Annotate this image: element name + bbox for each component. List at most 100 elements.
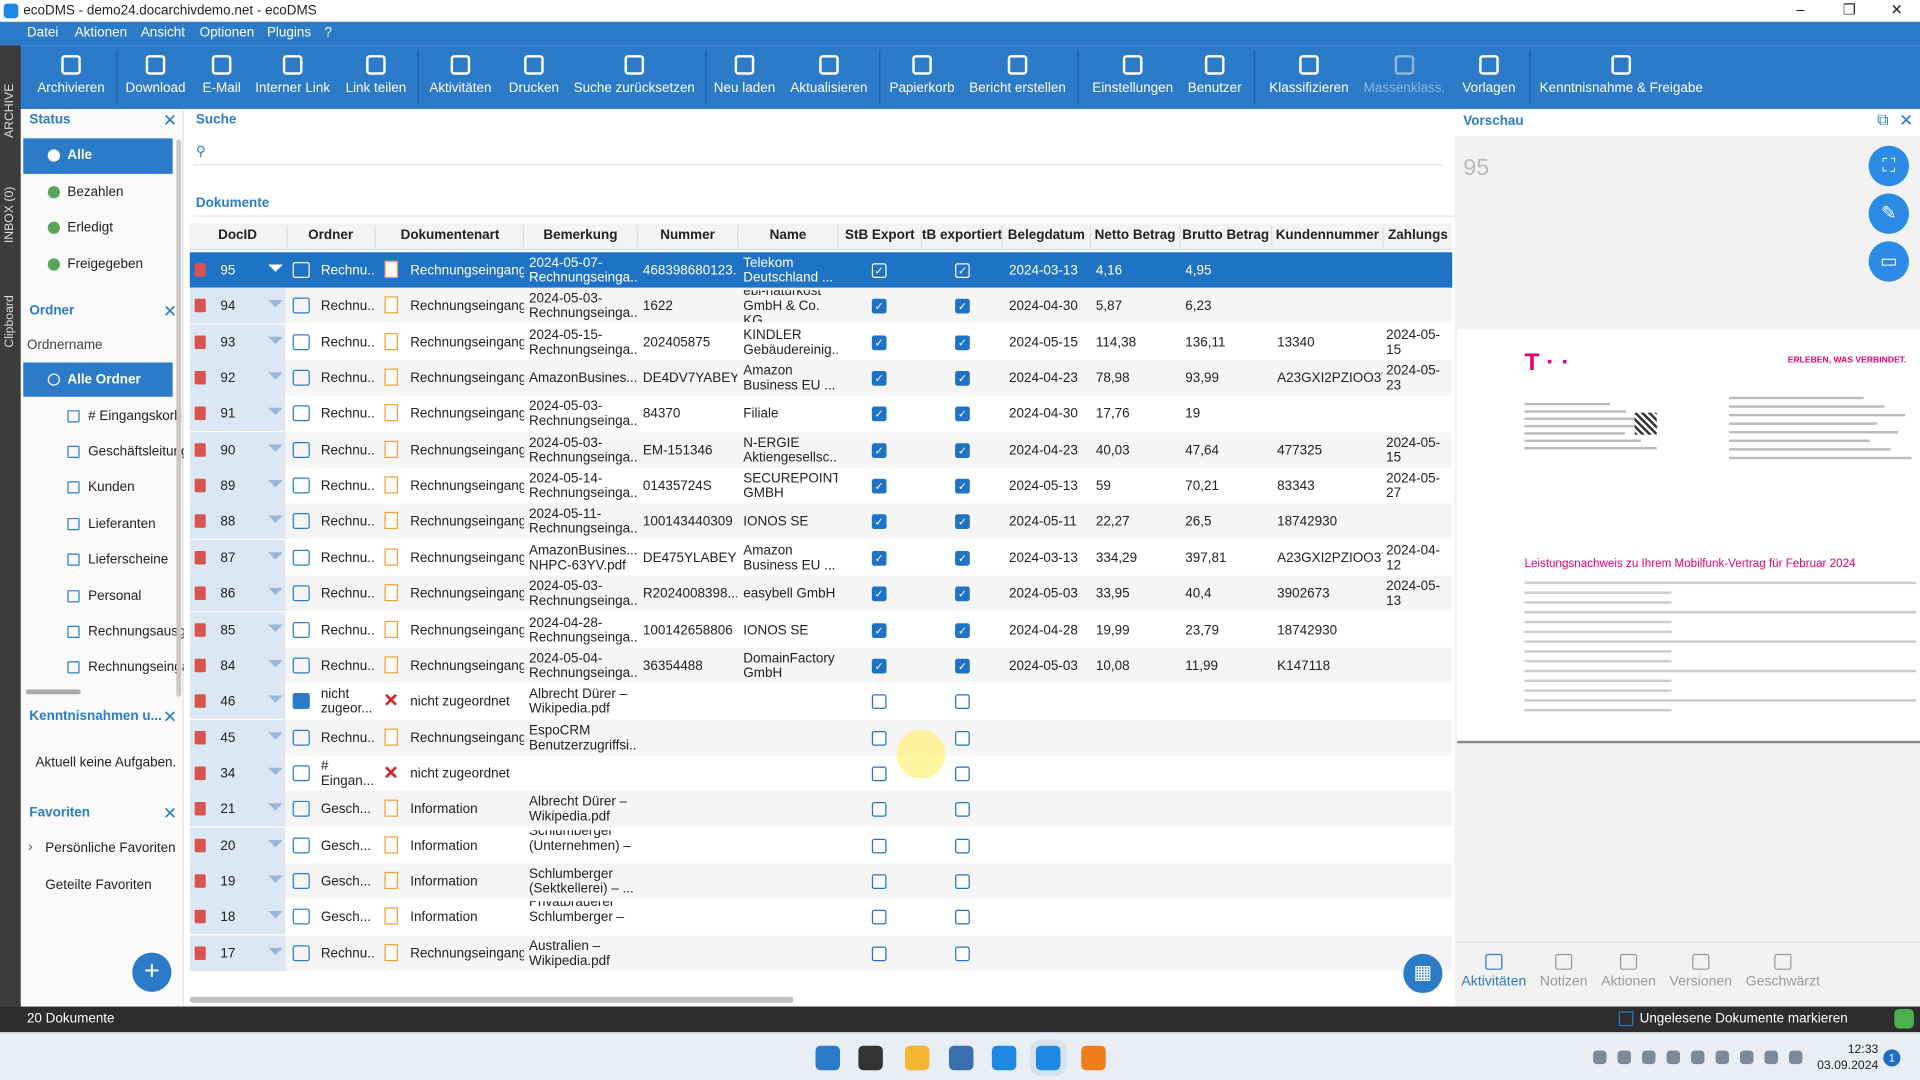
checkbox[interactable]: ✓ xyxy=(871,550,887,566)
toolbar-button[interactable]: Kenntnisnahme & Freigabe xyxy=(1539,80,1703,96)
checkbox[interactable]: ✓ xyxy=(871,442,887,458)
row-expander[interactable] xyxy=(268,839,283,847)
checkbox[interactable] xyxy=(955,802,970,818)
toolbar-icon[interactable] xyxy=(450,55,471,75)
toolbar-button[interactable]: Einstellungen xyxy=(1092,80,1174,96)
table-row[interactable] xyxy=(189,467,1453,504)
toolbar-icon[interactable] xyxy=(1122,55,1143,75)
folder-item[interactable]: Lieferanten xyxy=(88,516,156,532)
toolbar-icon[interactable] xyxy=(1204,55,1225,75)
toolbar-button[interactable]: Benutzer xyxy=(1187,80,1242,96)
favorite-item[interactable]: Geteilte Favoriten xyxy=(45,877,152,893)
toolbar-icon[interactable] xyxy=(366,55,386,75)
row-expander[interactable] xyxy=(268,623,283,632)
toolbar-icon[interactable] xyxy=(61,55,81,75)
toolbar-icon[interactable] xyxy=(1007,55,1028,75)
row-expander[interactable] xyxy=(268,875,283,883)
checkbox[interactable] xyxy=(871,766,887,782)
checkbox[interactable]: ✓ xyxy=(871,514,887,530)
layout-button[interactable]: ▦ xyxy=(1403,953,1443,994)
row-expander[interactable] xyxy=(268,264,283,272)
table-row[interactable] xyxy=(189,719,1453,755)
table-row[interactable] xyxy=(189,899,1453,935)
close[interactable]: ✕ xyxy=(1890,1,1903,19)
folder-item[interactable]: Rechnungseingang xyxy=(88,660,205,675)
popout[interactable]: ⧉ xyxy=(1877,110,1889,129)
tray-icon[interactable] xyxy=(1617,1050,1632,1065)
toolbar-icon[interactable] xyxy=(145,55,166,75)
toolbar-icon[interactable] xyxy=(282,55,303,75)
toolbar-icon[interactable] xyxy=(734,55,755,75)
close-panel[interactable]: ✕ xyxy=(162,803,178,823)
status-item[interactable]: Bezahlen xyxy=(67,184,124,200)
checkbox[interactable]: ✓ xyxy=(955,335,970,350)
checkbox[interactable] xyxy=(955,694,970,710)
checkbox[interactable] xyxy=(1618,1011,1634,1027)
row-expander[interactable] xyxy=(268,659,283,668)
checkbox[interactable]: ✓ xyxy=(871,299,887,314)
menu-item[interactable]: Ansicht xyxy=(140,25,185,41)
table-row[interactable] xyxy=(189,503,1453,540)
checkbox[interactable] xyxy=(871,694,887,710)
toolbar-icon[interactable] xyxy=(1299,55,1319,75)
tray-icon[interactable] xyxy=(1691,1050,1705,1065)
checkbox[interactable]: ✓ xyxy=(955,514,970,530)
table-row[interactable] xyxy=(189,611,1453,648)
column-header[interactable]: tB exportiert xyxy=(922,227,1002,243)
checkbox[interactable] xyxy=(871,802,887,818)
row-expander[interactable] xyxy=(268,587,283,596)
unread-toggle[interactable]: Ungelesene Dokumente markieren xyxy=(1639,1011,1848,1027)
toolbar-button[interactable]: Download xyxy=(125,80,186,96)
checkbox[interactable] xyxy=(871,946,887,961)
taskbar-app[interactable] xyxy=(858,1045,883,1071)
toolbar-button[interactable]: Neu laden xyxy=(713,80,776,96)
toolbar-button[interactable]: Vorlagen xyxy=(1462,80,1516,96)
close-panel[interactable]: ✕ xyxy=(162,706,178,727)
row-expander[interactable] xyxy=(268,408,283,416)
menu-item[interactable]: ? xyxy=(324,25,332,41)
toolbar-button[interactable]: Aktivitäten xyxy=(429,80,492,96)
checkbox[interactable] xyxy=(871,874,887,889)
checkbox[interactable] xyxy=(955,910,970,925)
favorite-item[interactable]: Persönliche Favoriten xyxy=(45,841,176,856)
row-expander[interactable] xyxy=(268,947,283,955)
tray-icon[interactable] xyxy=(1740,1050,1754,1065)
checkbox[interactable] xyxy=(955,766,970,782)
menu-item[interactable]: Optionen xyxy=(199,25,255,41)
table-row[interactable] xyxy=(189,288,1453,324)
menu-item[interactable]: Aktionen xyxy=(74,25,128,41)
table-row[interactable] xyxy=(189,539,1453,576)
tray-icon[interactable] xyxy=(1764,1050,1778,1065)
toolbar-button[interactable]: Aktualisieren xyxy=(790,80,868,96)
folder-item[interactable]: Lieferscheine xyxy=(88,552,169,567)
table-row[interactable] xyxy=(189,324,1453,360)
table-row[interactable] xyxy=(189,575,1453,612)
toolbar-icon[interactable] xyxy=(1611,55,1632,75)
column-header[interactable]: Netto Betrag xyxy=(1094,227,1176,243)
toolbar-icon[interactable] xyxy=(624,55,645,75)
checkbox[interactable]: ✓ xyxy=(871,622,887,638)
column-header[interactable]: DocID xyxy=(218,227,258,243)
checkbox[interactable]: ✓ xyxy=(955,371,970,386)
checkbox[interactable]: ✓ xyxy=(871,407,887,422)
row-expander[interactable] xyxy=(268,803,283,811)
row-expander[interactable] xyxy=(268,480,283,488)
row-expander[interactable] xyxy=(268,551,283,560)
row-expander[interactable] xyxy=(268,516,283,524)
table-row[interactable] xyxy=(189,431,1453,468)
table-row[interactable] xyxy=(189,683,1453,720)
side-tab[interactable]: Clipboard xyxy=(3,295,17,348)
checkbox[interactable]: ✓ xyxy=(871,658,887,674)
preview-action[interactable]: ✎ xyxy=(1868,193,1909,234)
column-header[interactable]: Ordner xyxy=(308,227,354,243)
checkbox[interactable] xyxy=(871,910,887,925)
column-header[interactable]: Nummer xyxy=(660,227,715,243)
table-row[interactable] xyxy=(189,863,1453,899)
toolbar-button[interactable]: Archivieren xyxy=(37,80,105,96)
preview-action[interactable]: ▭ xyxy=(1868,241,1909,282)
column-header[interactable]: Zahlungs xyxy=(1388,227,1448,243)
minimize[interactable]: – xyxy=(1796,1,1805,19)
row-expander[interactable] xyxy=(268,731,283,740)
toolbar-button[interactable]: Klassifizieren xyxy=(1269,80,1349,96)
row-expander[interactable] xyxy=(268,444,283,452)
